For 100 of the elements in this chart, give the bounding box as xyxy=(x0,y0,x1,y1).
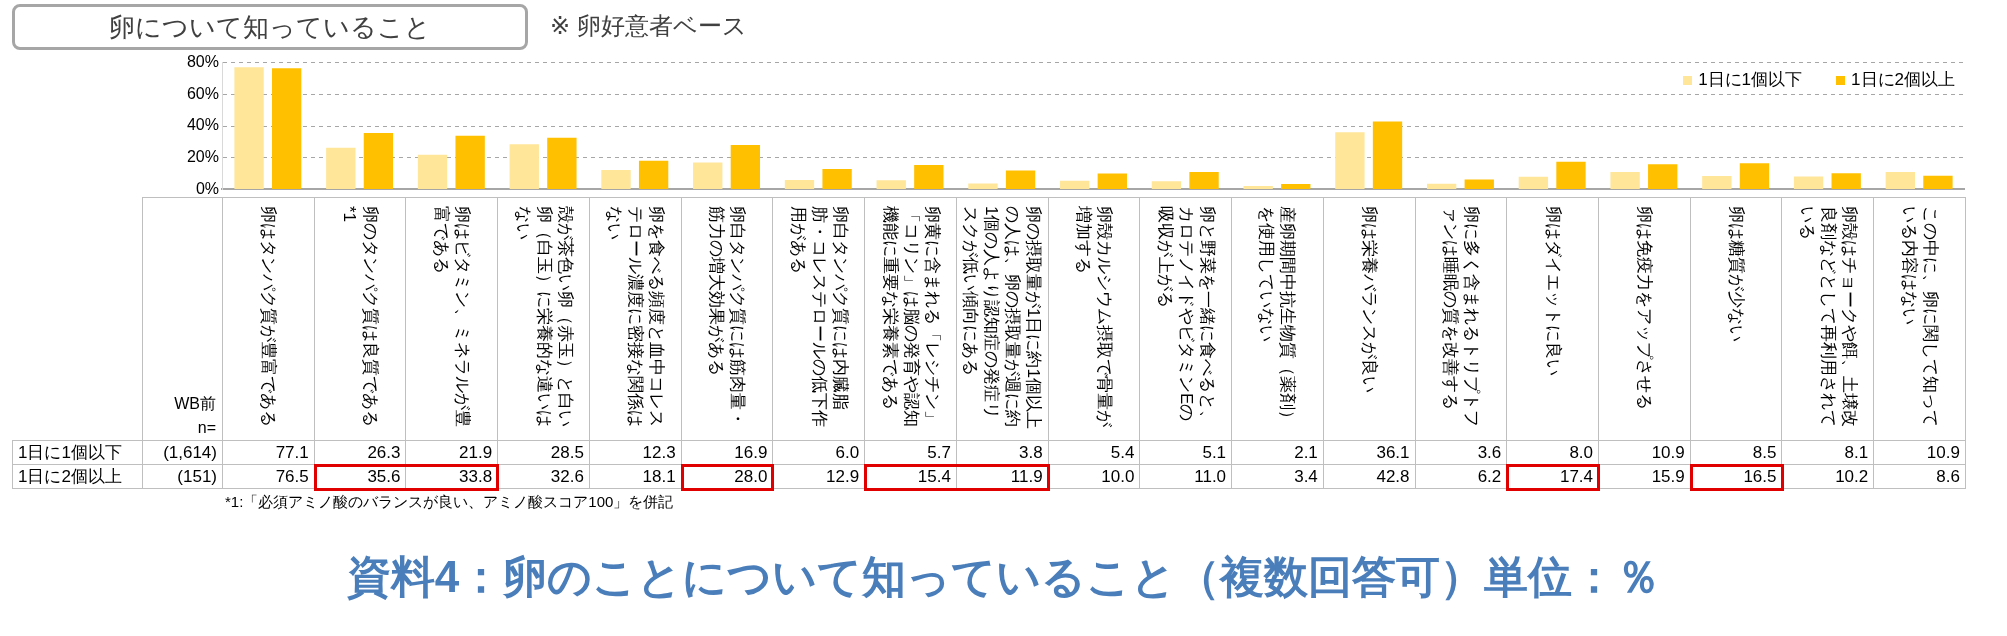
x-tick-label: 卵と野菜を一緒に食べると、カロテノイドやビタミンEの吸収が上がる xyxy=(1154,206,1218,429)
text: 1日に2個以上 xyxy=(18,467,122,486)
data-label: 10.9 xyxy=(1598,440,1691,465)
data-label: 11.0 xyxy=(1139,464,1232,489)
data-label: 21.9 xyxy=(405,440,498,465)
data-label: 3.6 xyxy=(1415,440,1507,465)
text: WB前 xyxy=(173,394,217,414)
data-label: 36.1 xyxy=(1323,440,1416,465)
data-label: 11.9 xyxy=(956,464,1049,489)
bar xyxy=(509,144,539,189)
x-tick-label: 卵白タンパク質には筋肉量・筋力の増大効果がある xyxy=(706,206,749,429)
bar xyxy=(784,179,815,189)
bar xyxy=(455,135,485,189)
bar xyxy=(1556,161,1586,189)
y-tick-label: 60% xyxy=(186,84,219,102)
x-tick-label: 産卵期間中抗生物質（薬剤）を使用していない xyxy=(1256,206,1299,429)
x-tick-label: 卵は栄養バランスが良い xyxy=(1358,206,1380,395)
bar xyxy=(822,168,852,189)
x-tick-label: 卵白タンパク質には内臓脂肪・コレステロールの低下作用がある xyxy=(787,206,851,429)
legend-label: 1日に2個以上 xyxy=(1851,70,1955,89)
data-label: 12.3 xyxy=(589,440,682,465)
bar xyxy=(1335,132,1365,189)
data-label: 35.6 xyxy=(314,464,406,489)
data-label: 77.1 xyxy=(222,440,315,465)
chart-subtitle: ※ 卵好意者ベース xyxy=(550,11,747,41)
data-label: 5.4 xyxy=(1048,440,1140,465)
data-label: 32.6 xyxy=(497,464,590,489)
bar xyxy=(363,132,394,189)
chart-title: 卵について知っていること xyxy=(12,4,528,50)
x-tick-label: 卵に多く含まれるトリプトファンは睡眠の質を改善する xyxy=(1439,206,1482,429)
data-label: 6.0 xyxy=(772,440,865,465)
legend-label: 1日に1個以下 xyxy=(1698,70,1803,89)
data-label: 10.2 xyxy=(1781,464,1874,489)
bar xyxy=(1610,172,1640,189)
bar xyxy=(1243,186,1273,189)
text: 1日に1個以下 xyxy=(18,443,122,462)
x-tick-label: 卵は糖質が少ない xyxy=(1725,206,1747,344)
data-label: 28.5 xyxy=(497,440,590,465)
x-tick-label: 卵はダイエットに良い xyxy=(1542,206,1564,378)
y-tick-label: 20% xyxy=(186,148,219,166)
text: 資料4：卵のことについて知っていること（複数回答可）単位：％ xyxy=(345,551,1662,603)
data-label: 3.8 xyxy=(956,440,1049,465)
bar xyxy=(326,147,356,189)
bar xyxy=(1005,170,1036,189)
x-tick-label: 卵はタンパク質が豊富である xyxy=(257,206,279,429)
x-tick-label: 卵の摂取量が1日に約1個以上の人は、卵の摂取量が週に約1個の人より認知症の発症リスクが低い傾向にある xyxy=(960,206,1045,431)
x-tick-label: 卵黄に含まれる「レシチン」「コリン」は脳の発育や認知機能に重要な栄養素である xyxy=(879,206,942,429)
bar xyxy=(968,183,998,189)
bar xyxy=(417,154,448,189)
x-tick-label: この中に、卵に関して知っている内容はない xyxy=(1898,206,1941,429)
bar xyxy=(1518,176,1549,189)
bar xyxy=(876,180,906,189)
text: n= xyxy=(196,418,217,438)
y-tick-label: 80% xyxy=(186,53,219,71)
bar xyxy=(1060,180,1090,189)
bar xyxy=(1702,175,1732,189)
bar xyxy=(1923,175,1953,189)
x-tick-label: 卵はビタミン、ミネラルが豊富である xyxy=(430,206,473,429)
x-tick-label: 卵のタンパク質は良質である*1 xyxy=(339,206,382,429)
text: (151) xyxy=(142,464,223,489)
data-label: 8.6 xyxy=(1873,464,1966,489)
data-label: 2.1 xyxy=(1231,440,1324,465)
data-label: 16.9 xyxy=(681,440,773,465)
bar xyxy=(1831,173,1861,189)
x-tick-label: 殻が茶色い卵（赤玉）と白い卵（白玉）に栄養的な違いはない xyxy=(512,206,576,429)
bar xyxy=(914,164,944,189)
bar xyxy=(693,162,723,189)
bar xyxy=(1648,164,1678,189)
bar xyxy=(1426,183,1457,189)
data-label: 18.1 xyxy=(589,464,682,489)
bar xyxy=(638,160,669,189)
data-label: 33.8 xyxy=(405,464,498,489)
data-label: 3.4 xyxy=(1231,464,1324,489)
data-label: 15.4 xyxy=(864,464,957,489)
bar xyxy=(1151,181,1182,189)
bar xyxy=(1464,179,1494,189)
data-label: 76.5 xyxy=(222,464,315,489)
data-label: 5.7 xyxy=(864,440,957,465)
y-tick-label: 0% xyxy=(195,179,219,197)
x-tick-label: 卵殻はチョークや餌、土壌改良剤などとして再利用されている xyxy=(1796,206,1860,429)
text: (1,614) xyxy=(142,440,223,465)
data-label: 8.1 xyxy=(1781,440,1874,465)
data-label: 10.9 xyxy=(1873,440,1966,465)
x-tick-label: 卵殻カルシウム摂取で骨量が増加する xyxy=(1072,206,1115,429)
data-label: 8.0 xyxy=(1506,440,1599,465)
bar xyxy=(601,169,631,189)
data-label: 26.3 xyxy=(314,440,406,465)
y-tick-label: 40% xyxy=(186,116,219,134)
data-label: 6.2 xyxy=(1415,464,1507,489)
bar xyxy=(1739,163,1770,189)
x-tick-label: 卵を食べる頻度と血中コレステロール濃度に密接な関係はない xyxy=(603,206,667,429)
data-label: 5.1 xyxy=(1139,440,1232,465)
bar xyxy=(272,68,302,189)
data-label: 8.5 xyxy=(1690,440,1782,465)
bar xyxy=(730,145,761,189)
bar xyxy=(234,67,264,189)
data-label: 42.8 xyxy=(1323,464,1416,489)
bar xyxy=(1281,184,1311,189)
bar xyxy=(1189,171,1219,189)
x-tick-label: 卵は免疫力をアップさせる xyxy=(1633,206,1655,412)
